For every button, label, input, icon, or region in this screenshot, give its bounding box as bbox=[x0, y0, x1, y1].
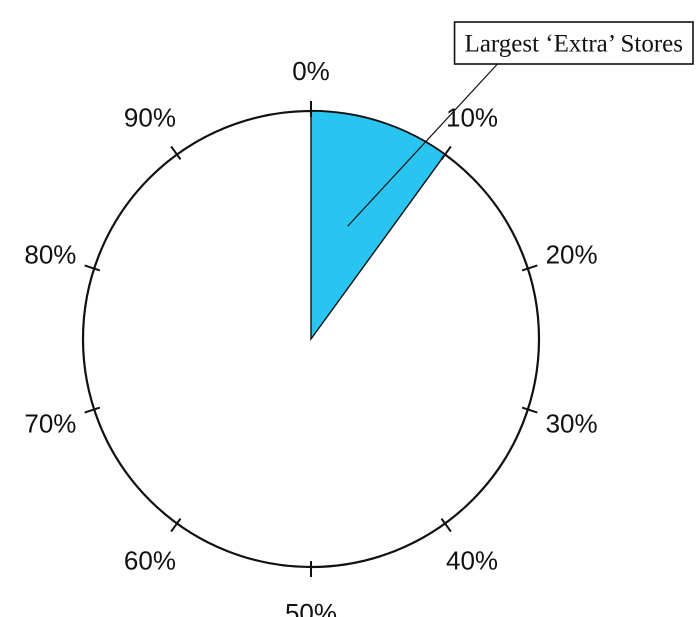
pie-slice-0 bbox=[310, 110, 446, 342]
scale-tick-7 bbox=[84, 406, 101, 414]
scale-label-0: 0% bbox=[292, 56, 330, 86]
scale-label-3: 30% bbox=[546, 409, 598, 439]
slice-label-0: Largest ‘Extra’ Stores bbox=[465, 31, 683, 58]
scale-label-8: 80% bbox=[24, 239, 76, 269]
scale-label-5: 50% bbox=[285, 598, 337, 617]
scale-label-2: 20% bbox=[546, 239, 598, 269]
scale-tick-6 bbox=[170, 518, 182, 533]
scale-tick-layer bbox=[84, 101, 538, 577]
callout-box-0 bbox=[453, 21, 694, 65]
scale-tick-4 bbox=[440, 518, 452, 533]
slice-callout-0: Largest ‘Extra’ Stores bbox=[347, 21, 694, 227]
scale-label-1: 10% bbox=[446, 102, 498, 132]
callout-leader-0 bbox=[347, 63, 498, 227]
scale-tick-3 bbox=[521, 406, 538, 414]
callout-layer: Largest ‘Extra’ Stores bbox=[347, 21, 694, 227]
pie-slice-layer bbox=[310, 110, 446, 342]
scale-label-9: 90% bbox=[124, 102, 176, 132]
scale-label-layer: 0% 10% 20% 30% 40% 50% 60% 70% 80% 90% bbox=[24, 56, 597, 617]
scale-tick-2 bbox=[521, 264, 538, 272]
scale-tick-8 bbox=[84, 264, 101, 272]
scale-label-7: 70% bbox=[24, 409, 76, 439]
scale-label-4: 40% bbox=[446, 546, 498, 576]
scale-label-6: 60% bbox=[124, 546, 176, 576]
scale-tick-9 bbox=[170, 145, 182, 160]
scale-tick-1 bbox=[440, 145, 452, 160]
